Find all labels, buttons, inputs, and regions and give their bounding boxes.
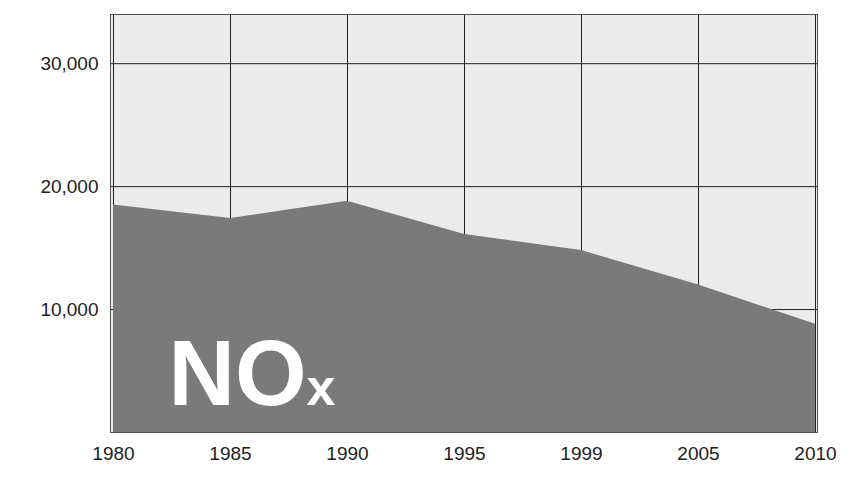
svg-text:2005: 2005 <box>677 443 719 464</box>
svg-text:30,000: 30,000 <box>40 53 98 74</box>
svg-text:1995: 1995 <box>443 443 485 464</box>
svg-text:20,000: 20,000 <box>40 176 98 197</box>
svg-text:NOx: NOx <box>169 322 336 424</box>
svg-text:2010: 2010 <box>794 443 836 464</box>
svg-text:1999: 1999 <box>560 443 602 464</box>
svg-text:1990: 1990 <box>326 443 368 464</box>
svg-text:1985: 1985 <box>209 443 251 464</box>
svg-text:1980: 1980 <box>92 443 134 464</box>
svg-text:10,000: 10,000 <box>40 299 98 320</box>
